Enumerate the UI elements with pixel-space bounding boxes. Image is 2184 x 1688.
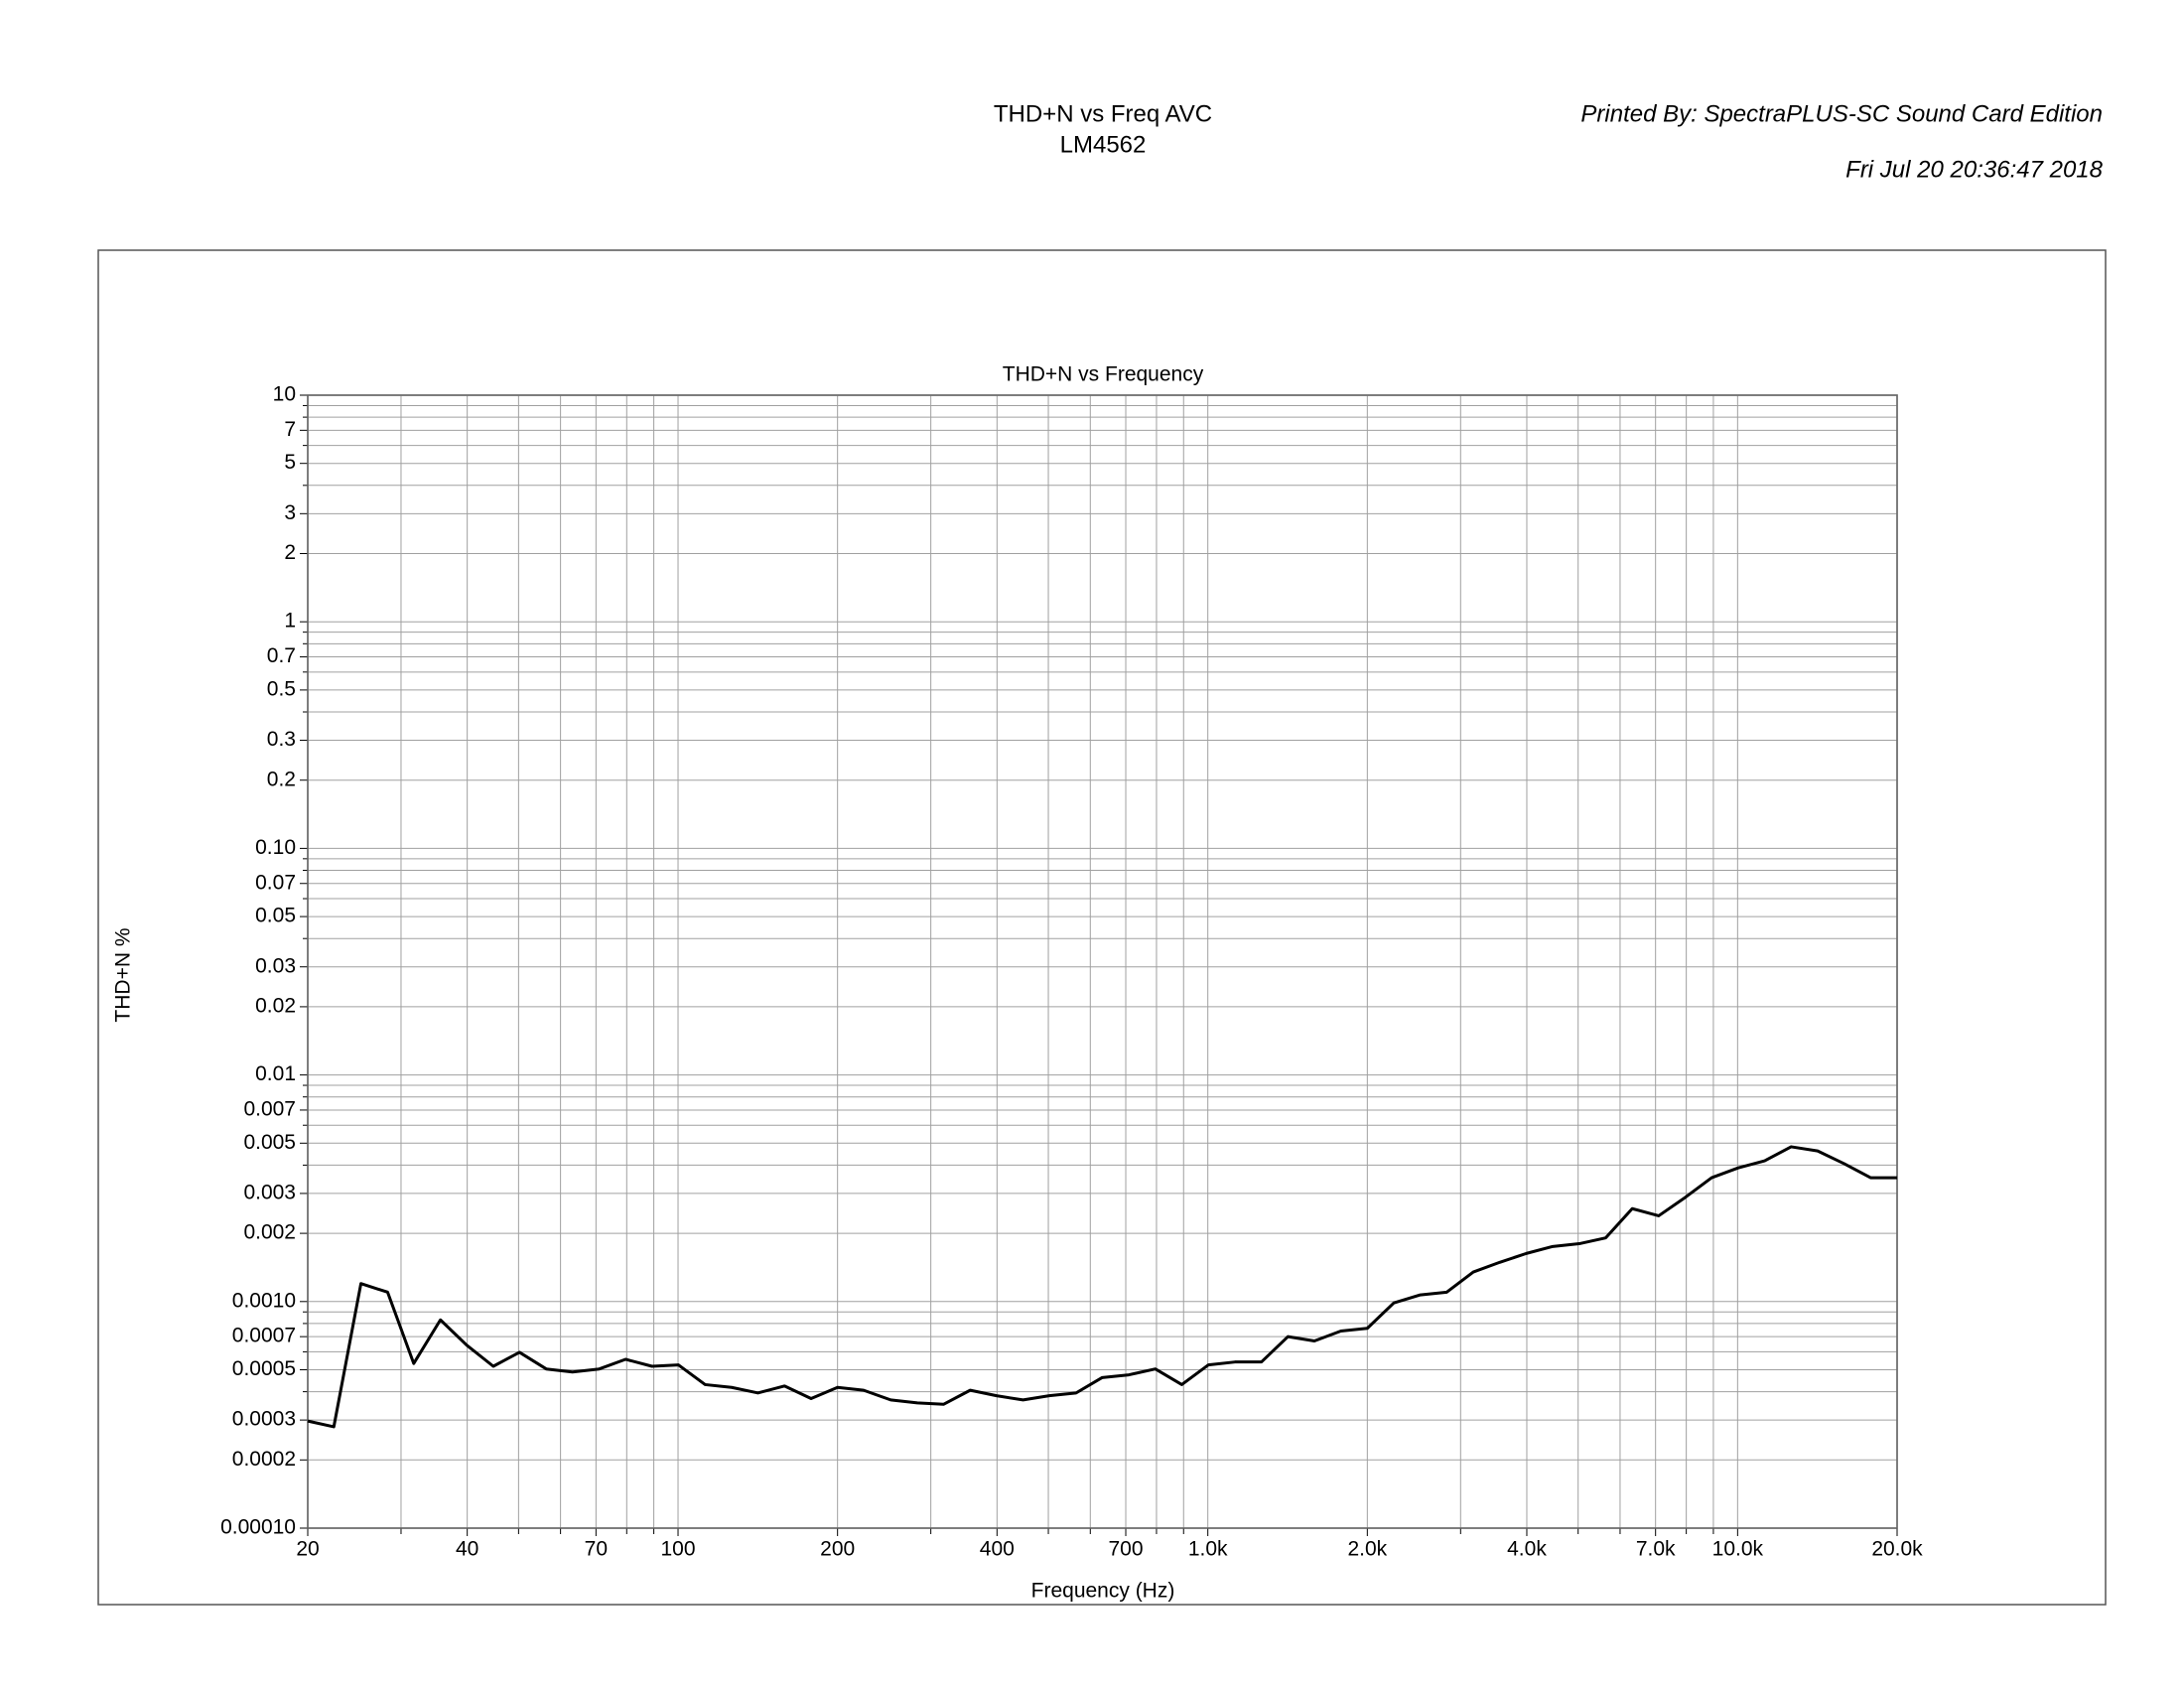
y-tick-label: 5 bbox=[284, 451, 296, 474]
y-tick-label: 0.0003 bbox=[232, 1408, 296, 1431]
header-title: THD+N vs Freq AVC bbox=[994, 100, 1212, 127]
x-tick-label: 20.0k bbox=[1871, 1538, 1923, 1561]
x-tick-label: 200 bbox=[820, 1538, 855, 1561]
x-tick-label: 1.0k bbox=[1188, 1538, 1228, 1561]
y-tick-label: 0.01 bbox=[255, 1062, 296, 1085]
y-tick-label: 0.0005 bbox=[232, 1357, 296, 1380]
y-tick-label: 0.07 bbox=[255, 871, 296, 894]
x-tick-label: 4.0k bbox=[1507, 1538, 1547, 1561]
x-axis-label: Frequency (Hz) bbox=[1031, 1580, 1175, 1603]
chart-frame bbox=[97, 249, 2107, 1606]
y-tick-label: 0.002 bbox=[243, 1221, 296, 1244]
y-tick-label: 0.0010 bbox=[232, 1289, 296, 1312]
y-tick-label: 0.007 bbox=[243, 1097, 296, 1120]
y-tick-label: 0.2 bbox=[267, 768, 296, 790]
plot-area bbox=[307, 394, 1898, 1529]
y-tick-label: 0.005 bbox=[243, 1131, 296, 1154]
y-tick-label: 0.5 bbox=[267, 677, 296, 700]
y-axis-label: THD+N % bbox=[112, 927, 135, 1022]
y-tick-label: 0.03 bbox=[255, 954, 296, 977]
y-tick-label: 10 bbox=[273, 383, 296, 406]
print-date: Fri Jul 20 20:36:47 2018 bbox=[1845, 156, 2103, 183]
x-tick-label: 10.0k bbox=[1712, 1538, 1764, 1561]
y-tick-label: 3 bbox=[284, 501, 296, 524]
printed-by: Printed By: SpectraPLUS-SC Sound Card Ed… bbox=[1580, 100, 2103, 127]
y-tick-label: 7 bbox=[284, 418, 296, 441]
plot-border bbox=[307, 394, 1898, 1529]
header-subtitle: LM4562 bbox=[1060, 131, 1147, 158]
x-tick-label: 100 bbox=[660, 1538, 695, 1561]
y-tick-label: 0.7 bbox=[267, 644, 296, 667]
y-tick-label: 0.02 bbox=[255, 994, 296, 1017]
y-tick-label: 0.3 bbox=[267, 728, 296, 751]
x-tick-label: 70 bbox=[585, 1538, 608, 1561]
y-tick-label: 0.10 bbox=[255, 836, 296, 859]
data-line bbox=[307, 1145, 1897, 1429]
x-tick-label: 20 bbox=[296, 1538, 319, 1561]
chart-title: THD+N vs Frequency bbox=[1003, 363, 1204, 386]
y-tick-label: 2 bbox=[284, 541, 296, 564]
y-tick-label: 0.00010 bbox=[220, 1516, 296, 1539]
x-tick-label: 400 bbox=[980, 1538, 1015, 1561]
y-tick-label: 1 bbox=[284, 610, 296, 633]
x-tick-label: 2.0k bbox=[1347, 1538, 1387, 1561]
x-tick-label: 7.0k bbox=[1636, 1538, 1676, 1561]
y-tick-label: 0.0007 bbox=[232, 1325, 296, 1347]
x-tick-label: 40 bbox=[456, 1538, 478, 1561]
y-tick-label: 0.003 bbox=[243, 1181, 296, 1203]
y-tick-label: 0.05 bbox=[255, 905, 296, 927]
y-tick-label: 0.0002 bbox=[232, 1448, 296, 1471]
x-tick-label: 700 bbox=[1108, 1538, 1143, 1561]
